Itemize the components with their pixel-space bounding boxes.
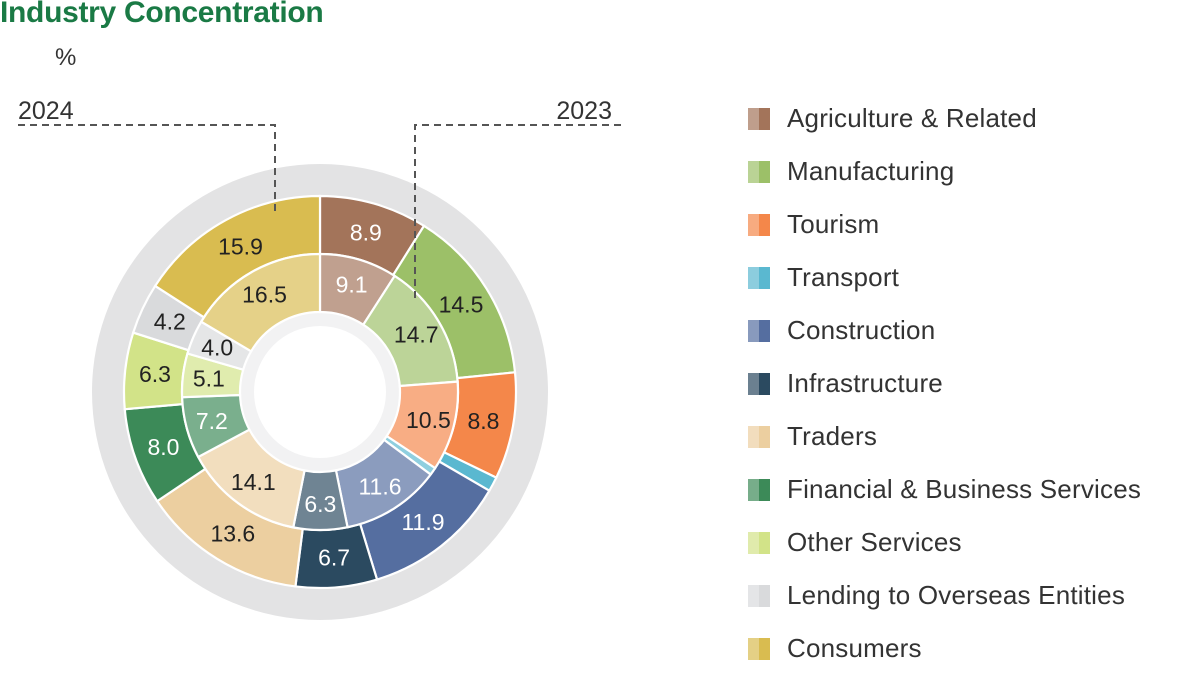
legend-swatch bbox=[748, 160, 770, 183]
outer-2024-label-other-services: 6.3 bbox=[139, 361, 171, 387]
legend-swatch bbox=[748, 478, 770, 501]
legend-swatch bbox=[748, 107, 770, 130]
ring-label-2023: 2023 bbox=[556, 97, 612, 125]
legend-label: Traders bbox=[787, 421, 878, 451]
outer-2024-label-infrastructure: 6.7 bbox=[318, 544, 350, 570]
outer-2024-label-consumers: 15.9 bbox=[218, 233, 263, 259]
inner-2023-label-tourism: 10.5 bbox=[406, 407, 451, 433]
legend-swatch bbox=[748, 372, 770, 395]
outer-2024-label-tourism: 8.8 bbox=[467, 408, 499, 434]
inner-2023-label-infrastructure: 6.3 bbox=[304, 491, 336, 517]
legend-label: Consumers bbox=[787, 633, 922, 663]
outer-2024-label-construction: 11.9 bbox=[401, 509, 444, 535]
inner-2023-label-financial-and-business-services: 7.2 bbox=[196, 408, 228, 434]
legend-swatch bbox=[748, 266, 770, 289]
legend-item-tourism: Tourism bbox=[748, 198, 1141, 251]
legend-swatch bbox=[748, 531, 770, 554]
legend-swatch bbox=[748, 584, 770, 607]
outer-2024-label-lending-to-overseas-entities: 4.2 bbox=[154, 308, 186, 334]
legend-label: Financial & Business Services bbox=[787, 474, 1142, 504]
legend-label: Agriculture & Related bbox=[787, 103, 1037, 133]
legend-label: Construction bbox=[787, 315, 936, 345]
legend-swatch bbox=[748, 213, 770, 236]
inner-2023-label-construction: 11.6 bbox=[358, 474, 401, 500]
legend-label: Transport bbox=[787, 262, 900, 292]
legend-item-traders: Traders bbox=[748, 410, 1141, 463]
legend-item-lending-to-overseas-entities: Lending to Overseas Entities bbox=[748, 569, 1141, 622]
legend-swatch bbox=[748, 637, 770, 660]
ring-label-2024: 2024 bbox=[18, 97, 74, 125]
chart-title: Industry Concentration bbox=[0, 0, 324, 29]
legend-item-infrastructure: Infrastructure bbox=[748, 357, 1141, 410]
unit-label: % bbox=[55, 44, 77, 71]
legend-swatch bbox=[748, 319, 770, 342]
outer-2024-label-financial-and-business-services: 8.0 bbox=[147, 434, 179, 460]
legend-item-agriculture-and-related: Agriculture & Related bbox=[748, 92, 1141, 145]
legend-item-other-services: Other Services bbox=[748, 516, 1141, 569]
outer-2024-label-traders: 13.6 bbox=[210, 520, 255, 546]
donut-hole bbox=[254, 326, 386, 458]
inner-2023-label-consumers: 16.5 bbox=[242, 282, 287, 308]
legend-item-financial-and-business-services: Financial & Business Services bbox=[748, 463, 1141, 516]
inner-2023-label-agriculture-and-related: 9.1 bbox=[336, 272, 368, 298]
legend-label: Manufacturing bbox=[787, 156, 955, 186]
outer-2024-label-manufacturing: 14.5 bbox=[439, 291, 484, 317]
legend-swatch bbox=[748, 425, 770, 448]
callout-line-2023 bbox=[414, 124, 621, 303]
legend-item-consumers: Consumers bbox=[748, 622, 1141, 675]
legend-label: Lending to Overseas Entities bbox=[787, 580, 1126, 610]
legend-item-construction: Construction bbox=[748, 304, 1141, 357]
legend-label: Tourism bbox=[787, 209, 880, 239]
legend-item-transport: Transport bbox=[748, 251, 1141, 304]
legend-item-manufacturing: Manufacturing bbox=[748, 145, 1141, 198]
legend-label: Infrastructure bbox=[787, 368, 943, 398]
inner-2023-label-manufacturing: 14.7 bbox=[394, 322, 439, 348]
inner-2023-label-lending-to-overseas-entities: 4.0 bbox=[201, 335, 233, 361]
callout-line-2024 bbox=[18, 124, 276, 214]
outer-2024-label-agriculture-and-related: 8.9 bbox=[350, 219, 382, 245]
donut-chart: 8.914.58.81.211.96.713.68.06.34.215.99.1… bbox=[18, 97, 621, 620]
inner-2023-label-other-services: 5.1 bbox=[193, 365, 225, 391]
inner-2023-label-traders: 14.1 bbox=[231, 469, 276, 495]
legend-label: Other Services bbox=[787, 527, 962, 557]
legend: Agriculture & Related Manufacturing Touris… bbox=[748, 92, 1141, 675]
